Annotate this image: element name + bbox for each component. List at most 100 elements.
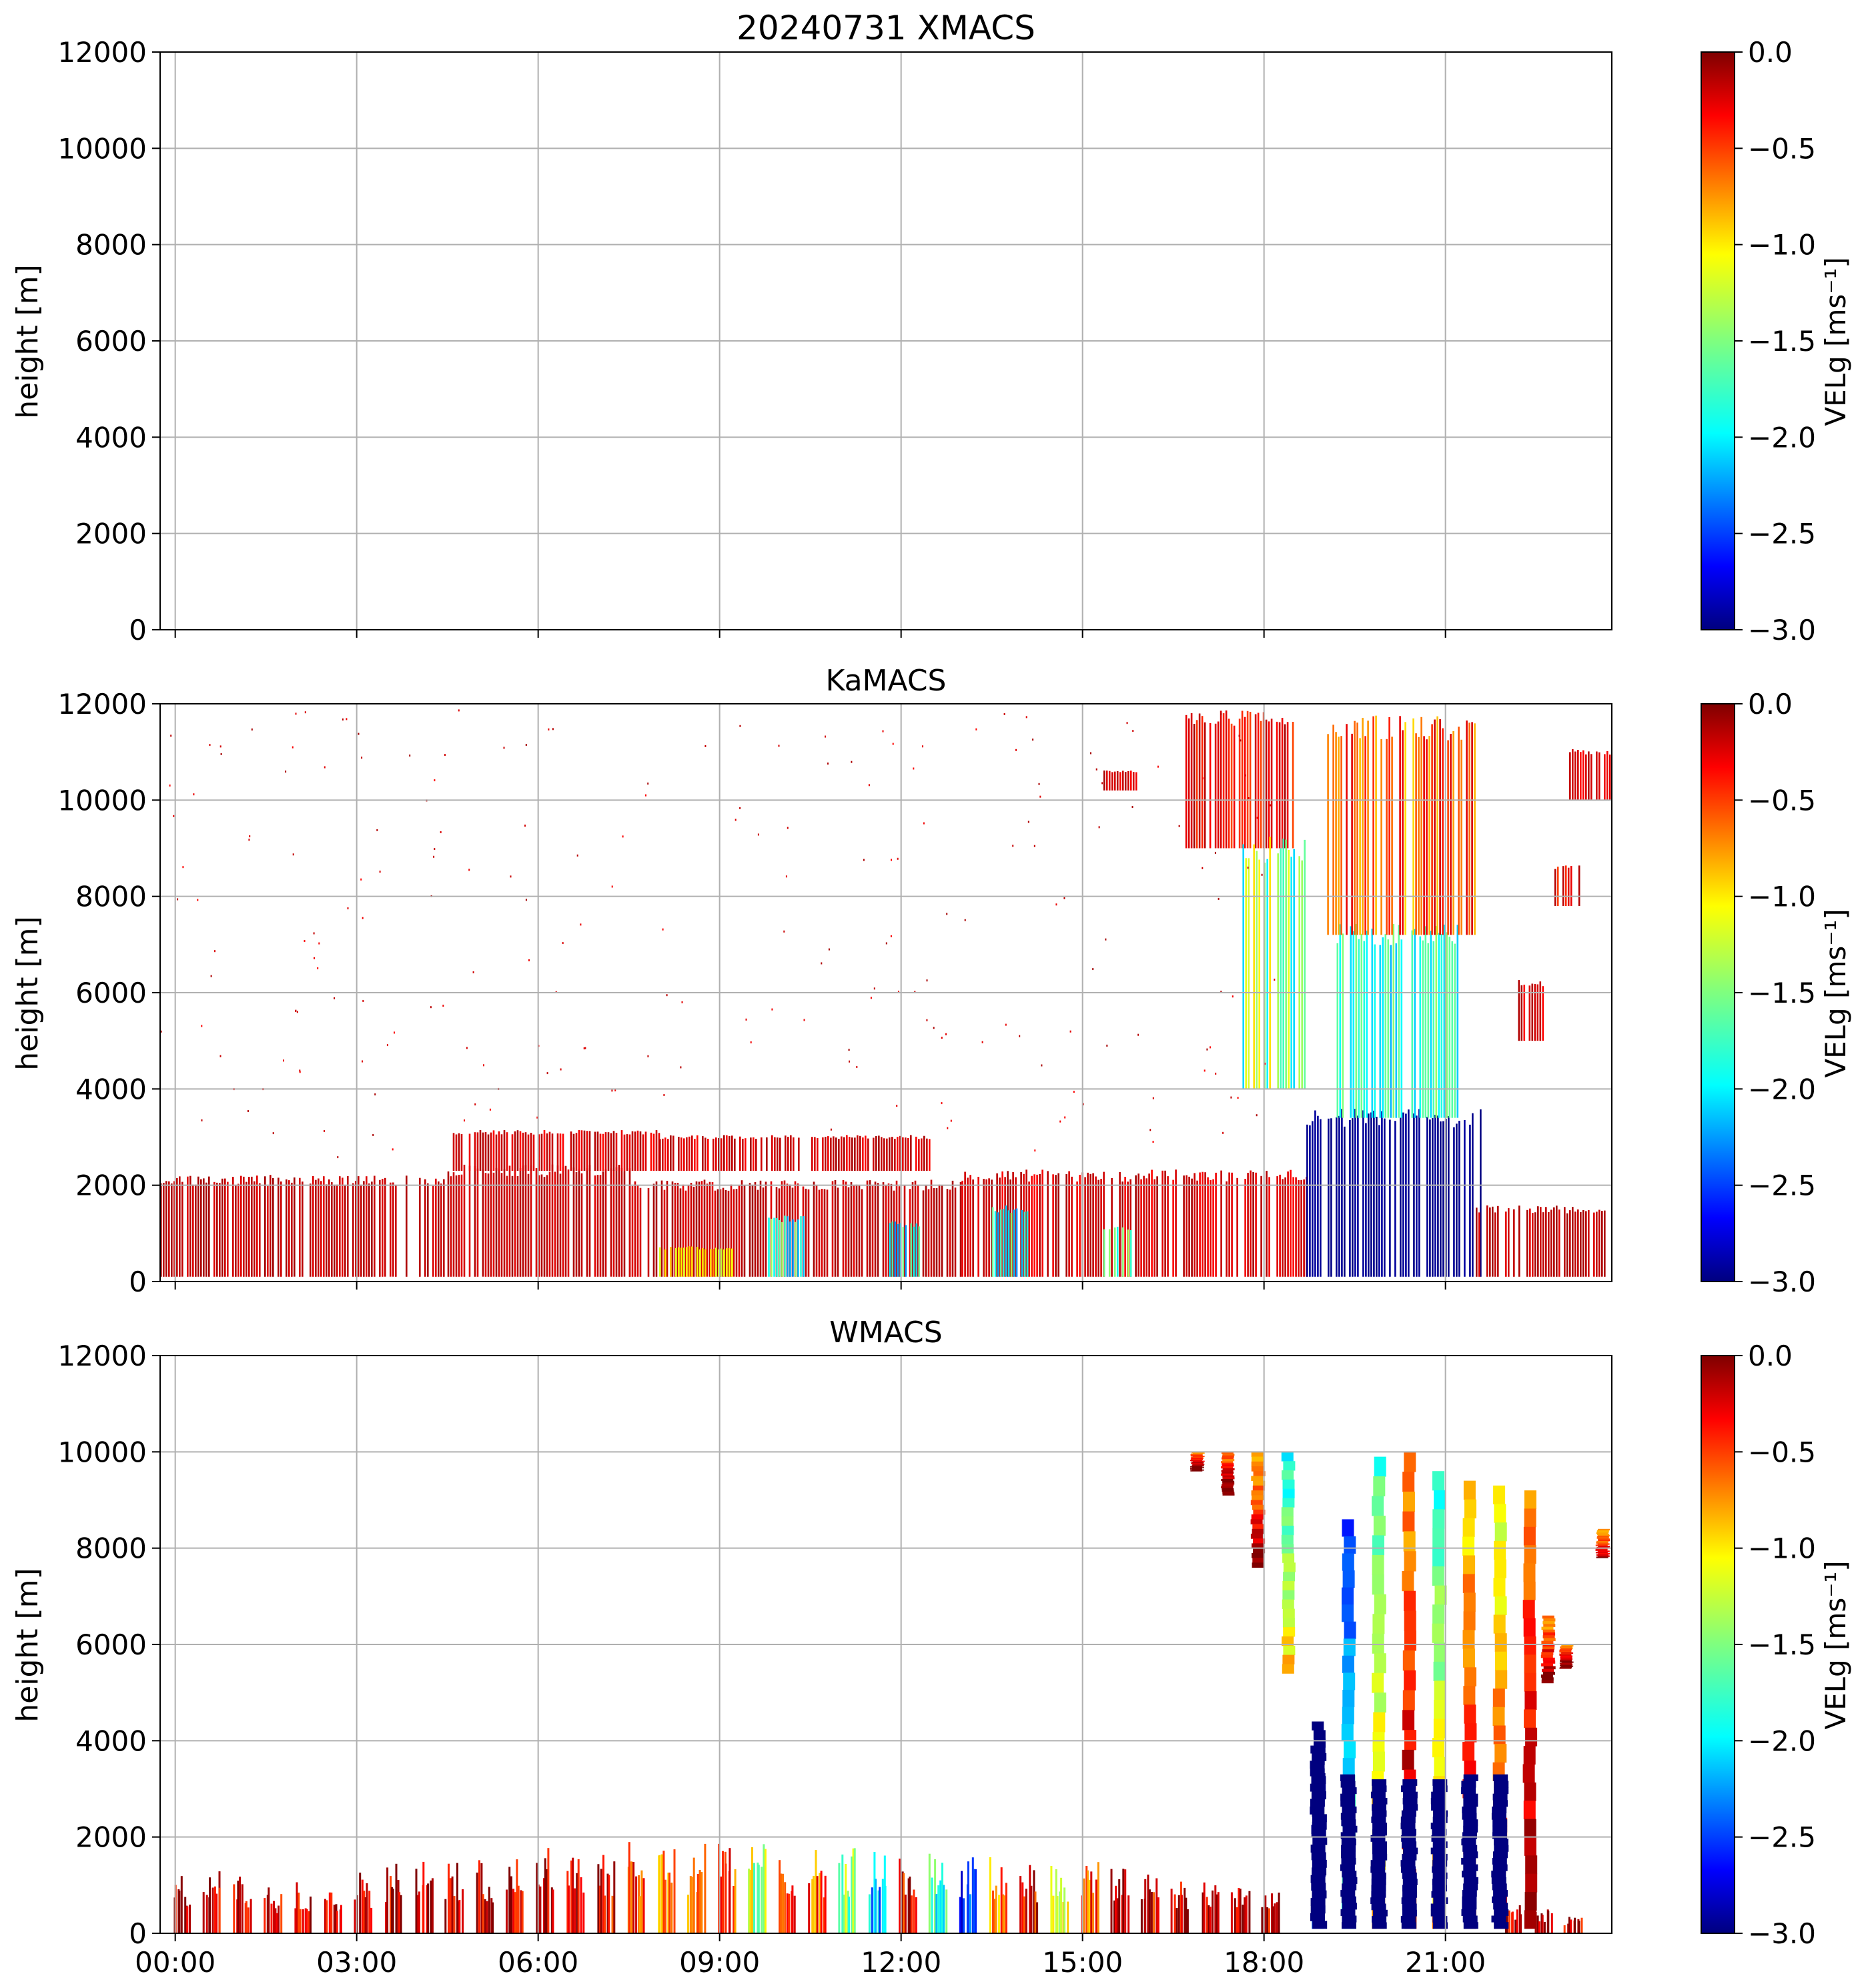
kamacs-region-column	[834, 1179, 837, 1277]
wmacs-tower-segment	[1372, 1751, 1385, 1772]
wmacs-profile-column	[597, 1864, 600, 1933]
kamacs-region-column	[1432, 1117, 1434, 1277]
wmacs-tower-segment	[1312, 1837, 1328, 1845]
wmacs-tower-segment	[1340, 1800, 1356, 1807]
kamacs-region-column	[235, 1185, 237, 1277]
wmacs-tower-segment	[1462, 1890, 1477, 1897]
kamacs-colorbar-tick-label: −2.0	[1748, 1073, 1816, 1105]
kamacs-ytick-label: 0	[129, 1266, 147, 1298]
wmacs-tower-segment	[1463, 1819, 1478, 1827]
kamacs-noise-dot	[666, 994, 668, 997]
kamacs-region-column	[967, 1177, 969, 1277]
kamacs-region-column	[731, 1248, 733, 1277]
kamacs-region-column	[1427, 943, 1430, 1118]
wmacs-tower-segment	[1372, 1633, 1384, 1654]
wmacs-profile-column	[520, 1890, 522, 1933]
wmacs-tower-segment	[1401, 1810, 1416, 1817]
kamacs-region-column	[1257, 712, 1260, 849]
wmacs-profile-column	[1005, 1883, 1007, 1933]
kamacs-region-column	[495, 1167, 498, 1277]
xmacs-colorbar-tick-label: −1.0	[1748, 229, 1816, 262]
kamacs-region-column	[731, 1135, 733, 1171]
kamacs-region-column	[1103, 1229, 1105, 1277]
wmacs-profile-column	[690, 1877, 693, 1933]
kamacs-region-column	[1336, 943, 1339, 1118]
wmacs-profile-column	[1144, 1879, 1147, 1933]
wmacs-profile-column	[422, 1861, 425, 1933]
kamacs-region-column	[1212, 1179, 1214, 1277]
kamacs-noise-dot	[247, 1110, 249, 1112]
wmacs-tower-segment	[1462, 1896, 1477, 1903]
kamacs-region-column	[1492, 1206, 1494, 1277]
kamacs-region-column	[691, 1246, 693, 1277]
wmacs-tower-segment	[1341, 1845, 1356, 1852]
wmacs-tower-segment	[1401, 1922, 1416, 1929]
kamacs-region-column	[390, 1182, 392, 1277]
kamacs-region-column	[1419, 936, 1422, 1118]
wmacs-profile-column	[937, 1885, 940, 1933]
kamacs-region-column	[1007, 1210, 1010, 1277]
kamacs-region-column	[787, 1216, 789, 1277]
wmacs-profile-column	[568, 1885, 570, 1933]
wmacs-profile-column	[757, 1865, 760, 1933]
wmacs-profile-column	[1236, 1907, 1238, 1933]
kamacs-region-column	[842, 1179, 845, 1277]
kamacs-region-column	[753, 1137, 755, 1171]
kamacs-region-column	[745, 1138, 747, 1171]
kamacs-noise-dot	[409, 755, 411, 757]
kamacs-region-column	[474, 1132, 476, 1171]
wmacs-tower-segment	[1281, 1534, 1294, 1545]
wmacs-profile-column	[782, 1873, 785, 1933]
kamacs-region-column	[1092, 1173, 1094, 1277]
kamacs-region-column	[1137, 1173, 1139, 1277]
kamacs-noise-dot	[372, 1133, 374, 1136]
wmacs-profile-column	[268, 1887, 270, 1933]
wmacs-ytick-label: 2000	[75, 1821, 147, 1854]
kamacs-noise-dot	[251, 728, 253, 730]
kamacs-region-column	[1238, 718, 1241, 849]
wmacs-tower-segment	[1495, 1651, 1507, 1670]
kamacs-region-column	[875, 1135, 877, 1171]
kamacs-colorbar-label: VELg [ms⁻¹]	[1819, 909, 1852, 1077]
kamacs-region-column	[1292, 1177, 1294, 1277]
kamacs-noise-dot	[358, 732, 360, 735]
kamacs-region-column	[923, 1135, 925, 1171]
kamacs-noise-dot	[433, 855, 435, 858]
kamacs-region-column	[841, 1136, 843, 1171]
wmacs-tower-segment	[1373, 1476, 1386, 1496]
wmacs-tower-segment	[1371, 1891, 1386, 1898]
kamacs-region-column	[548, 1131, 551, 1171]
kamacs-region-column	[739, 1136, 741, 1171]
kamacs-noise-dot	[337, 1156, 339, 1159]
wmacs-tower-segment	[1402, 1779, 1418, 1786]
kamacs-region-column	[1450, 734, 1452, 935]
wmacs-tower-segment	[1402, 1891, 1418, 1898]
kamacs-region-column	[1065, 1174, 1067, 1277]
wmacs-tower-segment	[1312, 1721, 1324, 1730]
wmacs-profile-column	[1208, 1905, 1210, 1933]
wmacs-tower-segment	[1560, 1648, 1572, 1650]
kamacs-region-column	[1408, 1109, 1410, 1277]
wmacs-profile-column	[580, 1877, 582, 1933]
kamacs-noise-dot	[304, 940, 306, 942]
wmacs-tower-segment	[1404, 1590, 1416, 1611]
kamacs-region-column	[363, 1181, 365, 1277]
kamacs-region-column	[572, 1167, 575, 1277]
kamacs-region-column	[858, 1185, 861, 1277]
xmacs-colorbar-tick-label: −2.0	[1748, 421, 1816, 454]
kamacs-region-column	[1005, 1205, 1007, 1277]
kamacs-region-column	[1362, 1110, 1364, 1277]
kamacs-region-column	[762, 1187, 765, 1277]
wmacs-tower-segment	[1432, 1866, 1447, 1873]
wmacs-tower-segment	[1434, 1585, 1447, 1605]
wmacs-tower-segment	[1463, 1555, 1476, 1574]
kamacs-noise-dot	[292, 853, 294, 856]
kamacs-region-column	[540, 1133, 543, 1171]
kamacs-region-column	[1365, 1123, 1367, 1277]
kamacs-region-14	[1336, 924, 1459, 1118]
wmacs-tower-segment	[1402, 1690, 1415, 1710]
wmacs-tower-segment	[1342, 1706, 1354, 1724]
kamacs-noise-dot	[444, 754, 446, 757]
xmacs-ytick-label: 2000	[75, 518, 147, 550]
wmacs-profile-column	[910, 1895, 913, 1933]
